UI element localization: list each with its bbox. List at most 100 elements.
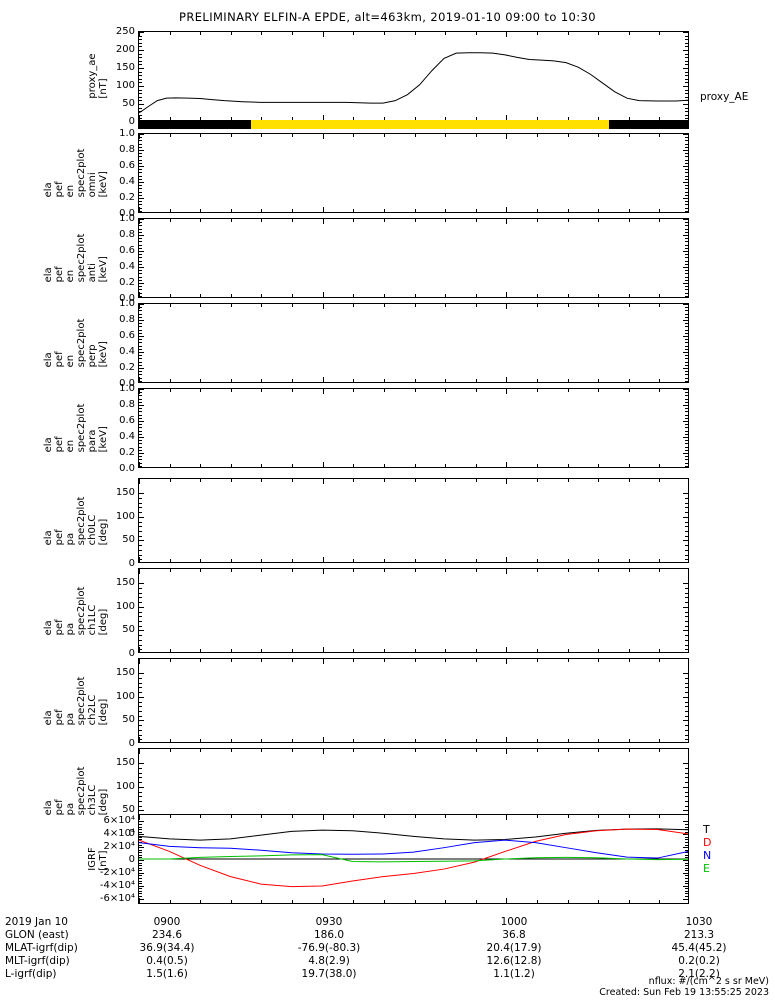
x-minor-tick bbox=[261, 389, 263, 392]
x-minor-tick bbox=[475, 304, 477, 307]
y-tick-label: 100 bbox=[115, 690, 135, 702]
y-minor-tick bbox=[139, 625, 142, 627]
y-axis-label-line: en bbox=[65, 184, 76, 198]
y-tick-mark bbox=[139, 673, 144, 675]
y-minor-tick bbox=[685, 625, 688, 627]
series-canvas bbox=[139, 52, 688, 114]
x-minor-tick bbox=[628, 32, 630, 35]
y-tick-label: 2×10⁴ bbox=[103, 841, 135, 853]
x-tick-mark bbox=[139, 815, 140, 820]
y-minor-tick bbox=[685, 417, 688, 419]
y-minor-tick bbox=[685, 430, 688, 432]
y-minor-tick bbox=[139, 597, 142, 599]
x-minor-tick bbox=[598, 379, 600, 382]
y-tick-mark bbox=[683, 150, 688, 151]
y-minor-tick bbox=[685, 767, 688, 769]
y-minor-tick bbox=[139, 896, 142, 897]
x-minor-tick bbox=[536, 209, 538, 212]
y-minor-tick bbox=[685, 554, 688, 556]
x-minor-tick bbox=[567, 900, 569, 903]
x-minor-tick bbox=[567, 379, 569, 382]
x-minor-tick bbox=[414, 464, 416, 467]
y-minor-tick bbox=[685, 446, 688, 448]
y-tick-label: -6×10⁴ bbox=[99, 892, 135, 904]
y-tick-label: 0.0 bbox=[119, 293, 135, 304]
footer-note: nflux: #/(cm^2 s sr MeV) Created: Sun Fe… bbox=[599, 976, 769, 998]
x-tick-mark bbox=[506, 219, 508, 224]
status-bar bbox=[138, 120, 689, 129]
x-minor-tick bbox=[230, 389, 232, 392]
y-tick-mark bbox=[683, 810, 688, 812]
x-minor-tick bbox=[383, 134, 385, 137]
y-tick-mark bbox=[139, 320, 144, 321]
y-tick-label: 100 bbox=[115, 600, 135, 612]
y-minor-tick bbox=[139, 46, 142, 48]
y-minor-tick bbox=[685, 146, 688, 148]
x-minor-tick bbox=[414, 659, 416, 662]
y-minor-tick bbox=[139, 178, 142, 180]
x-minor-tick bbox=[292, 134, 294, 137]
y-tick-mark bbox=[683, 786, 688, 788]
y-minor-tick bbox=[685, 854, 688, 856]
x-minor-tick bbox=[536, 294, 538, 297]
x-minor-tick bbox=[536, 219, 538, 222]
x-minor-tick bbox=[628, 749, 630, 752]
bottom-table-cell: 1.5(1.6) bbox=[146, 968, 188, 980]
x-tick-mark bbox=[139, 115, 140, 120]
y-minor-tick bbox=[685, 433, 688, 435]
x-minor-tick bbox=[475, 649, 477, 652]
y-axis-label-line: anti bbox=[87, 263, 98, 283]
x-minor-tick bbox=[414, 134, 416, 137]
x-minor-tick bbox=[383, 464, 385, 467]
x-minor-tick bbox=[200, 134, 202, 137]
x-minor-tick bbox=[230, 749, 232, 752]
y-tick-mark bbox=[683, 583, 688, 585]
x-minor-tick bbox=[659, 749, 661, 752]
x-minor-tick bbox=[169, 649, 171, 652]
y-minor-tick bbox=[139, 194, 142, 196]
y-tick-mark bbox=[683, 540, 688, 542]
y-axis-label-line: spec2plot bbox=[76, 676, 87, 725]
y-minor-tick bbox=[685, 118, 688, 120]
y-tick-label: 6×10⁴ bbox=[103, 815, 135, 827]
y-tick-mark bbox=[683, 421, 688, 422]
x-minor-tick bbox=[567, 464, 569, 467]
x-tick-mark bbox=[322, 389, 324, 394]
x-minor-tick bbox=[353, 569, 355, 572]
x-minor-tick bbox=[659, 389, 661, 392]
x-minor-tick bbox=[261, 739, 263, 742]
y-minor-tick bbox=[139, 107, 142, 109]
y-minor-tick bbox=[139, 424, 142, 426]
y-minor-tick bbox=[685, 53, 688, 55]
x-minor-tick bbox=[475, 739, 477, 742]
panel-plot-region bbox=[139, 479, 688, 562]
y-minor-tick bbox=[139, 805, 142, 807]
bottom-table-cell: 36.9(34.4) bbox=[139, 942, 195, 954]
x-tick-mark bbox=[139, 389, 140, 394]
x-minor-tick bbox=[261, 749, 263, 752]
panel-en-para: ela pef en spec2plot para [keV] 0.0 0.2 0.4 0.6 0.… bbox=[43, 384, 689, 474]
x-minor-tick bbox=[292, 749, 294, 752]
y-tick-mark bbox=[139, 32, 144, 33]
x-minor-tick bbox=[598, 749, 600, 752]
x-minor-tick bbox=[598, 32, 600, 35]
y-minor-tick bbox=[685, 408, 688, 410]
y-minor-tick bbox=[139, 729, 142, 731]
x-minor-tick bbox=[353, 479, 355, 482]
y-minor-tick bbox=[685, 254, 688, 256]
y-minor-tick bbox=[685, 326, 688, 328]
y-tick-label: 250 bbox=[115, 26, 135, 37]
y-minor-tick bbox=[685, 644, 688, 646]
y-axis-label: ela pef en spec2plot omni [keV] bbox=[43, 149, 109, 198]
y-axis-label-line: spec2plot bbox=[76, 766, 87, 815]
y-minor-tick bbox=[685, 449, 688, 451]
x-minor-tick bbox=[200, 659, 202, 662]
y-tick-mark bbox=[683, 336, 688, 337]
y-minor-tick bbox=[685, 849, 688, 851]
y-minor-tick bbox=[139, 829, 142, 831]
y-tick-mark bbox=[139, 368, 144, 369]
x-minor-tick bbox=[598, 117, 600, 120]
y-tick-label: 0.2 bbox=[119, 447, 135, 458]
y-tick-mark bbox=[139, 352, 144, 353]
y-minor-tick bbox=[139, 417, 142, 419]
